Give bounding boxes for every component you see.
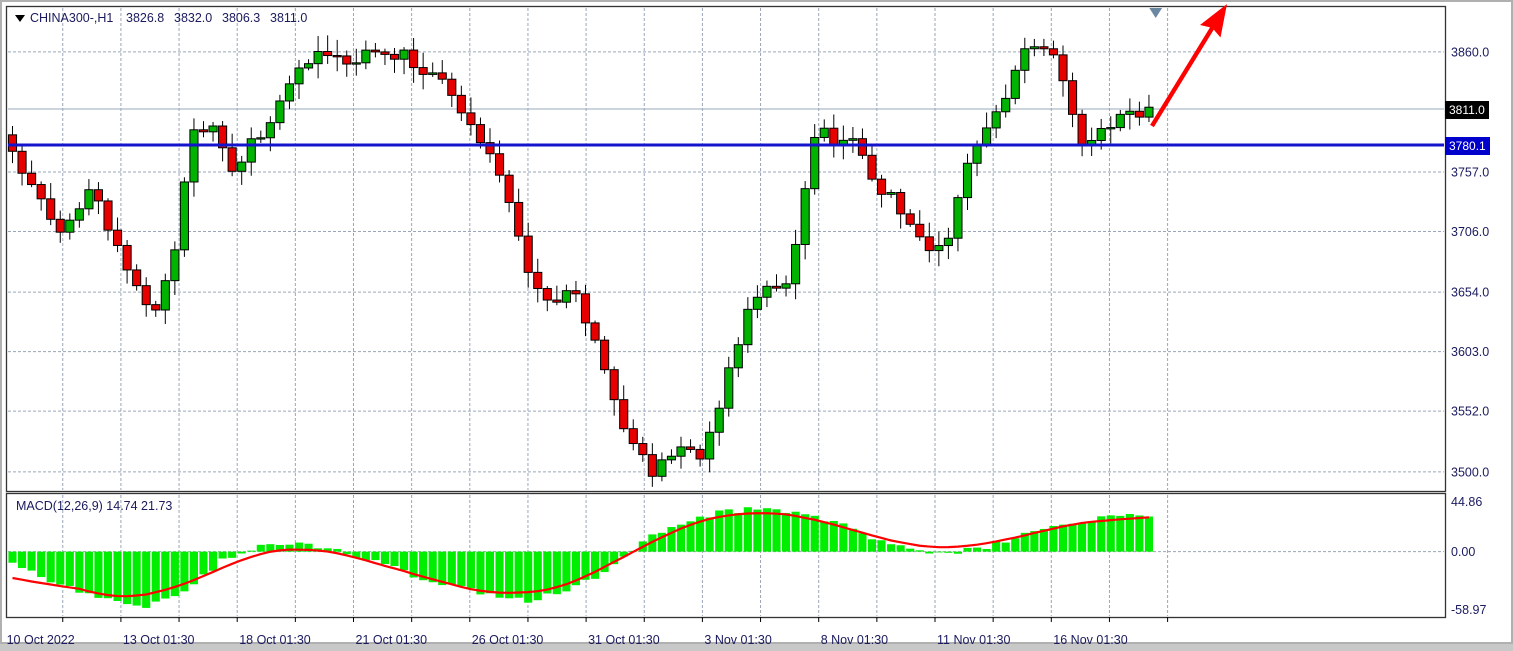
- svg-text:0.00: 0.00: [1451, 545, 1475, 559]
- svg-text:3811.0: 3811.0: [270, 11, 307, 25]
- svg-text:26 Oct 01:30: 26 Oct 01:30: [472, 633, 544, 646]
- svg-text:10 Oct 2022: 10 Oct 2022: [7, 633, 75, 646]
- svg-text:-58.97: -58.97: [1451, 603, 1486, 617]
- svg-text:21 Oct 01:30: 21 Oct 01:30: [356, 633, 428, 646]
- svg-text:3826.8: 3826.8: [126, 11, 164, 25]
- svg-text:3 Nov 01:30: 3 Nov 01:30: [704, 633, 771, 646]
- svg-text:8 Nov 01:30: 8 Nov 01:30: [821, 633, 888, 646]
- svg-text:3832.0: 3832.0: [174, 11, 212, 25]
- svg-text:31 Oct 01:30: 31 Oct 01:30: [588, 633, 660, 646]
- svg-text:3603.0: 3603.0: [1451, 345, 1489, 359]
- svg-text:11 Nov 01:30: 11 Nov 01:30: [937, 633, 1010, 646]
- svg-text:3757.0: 3757.0: [1451, 166, 1489, 180]
- svg-text:16 Nov 01:30: 16 Nov 01:30: [1053, 633, 1127, 646]
- svg-text:3860.0: 3860.0: [1451, 45, 1489, 59]
- svg-text:3654.0: 3654.0: [1451, 286, 1489, 300]
- svg-text:44.86: 44.86: [1451, 495, 1482, 509]
- svg-text:3706.0: 3706.0: [1451, 225, 1489, 239]
- svg-text:18 Oct 01:30: 18 Oct 01:30: [239, 633, 311, 646]
- svg-text:3806.3: 3806.3: [222, 11, 260, 25]
- svg-text:13 Oct 01:30: 13 Oct 01:30: [123, 633, 195, 646]
- svg-text:CHINA300-,H1: CHINA300-,H1: [30, 11, 113, 25]
- svg-text:3500.0: 3500.0: [1451, 465, 1489, 479]
- svg-text:3552.0: 3552.0: [1451, 405, 1489, 419]
- svg-text:MACD(12,26,9) 14.74 21.73: MACD(12,26,9) 14.74 21.73: [16, 499, 172, 513]
